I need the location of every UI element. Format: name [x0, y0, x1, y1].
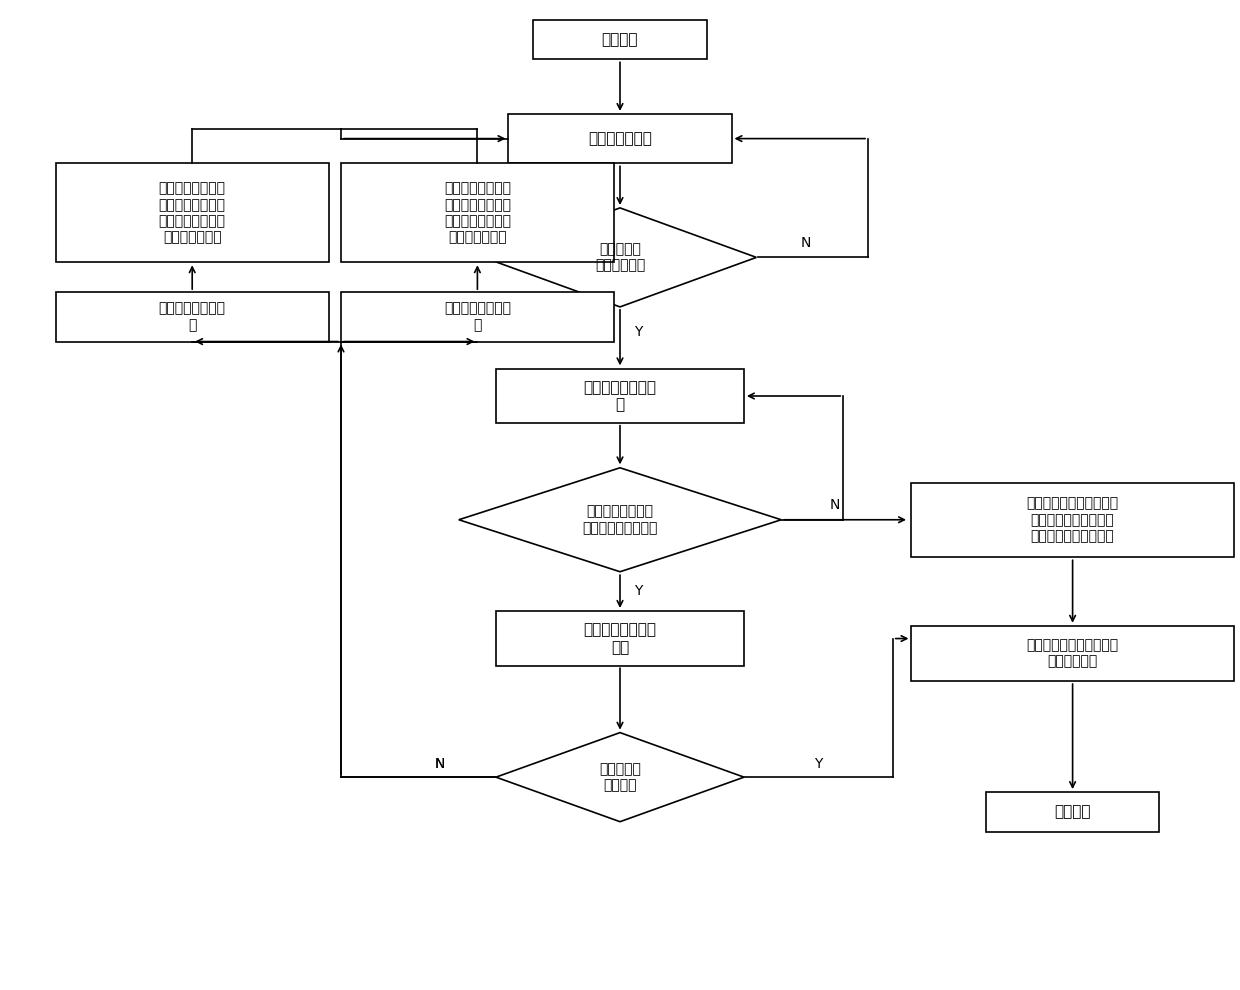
Text: 增压压力低于预设
值: 增压压力低于预设 值: [159, 302, 226, 332]
FancyBboxPatch shape: [56, 163, 329, 262]
Text: 设置预设模拟增压
压力: 设置预设模拟增压 压力: [584, 623, 656, 654]
Text: Y: Y: [815, 757, 822, 771]
Text: 试验结束: 试验结束: [1054, 804, 1091, 820]
Polygon shape: [484, 208, 756, 307]
FancyBboxPatch shape: [533, 20, 707, 59]
Text: N: N: [435, 757, 445, 771]
Text: 是否喷雾能
喷到燃烧室内: 是否喷雾能 喷到燃烧室内: [595, 243, 645, 272]
Text: 通过计算机相继给出喷油
信号，电磁阀开启信号
，采集信号和拍摄信号: 通过计算机相继给出喷油 信号，电磁阀开启信号 ，采集信号和拍摄信号: [1027, 497, 1118, 543]
Polygon shape: [459, 468, 781, 572]
Text: 调整喷油器深度: 调整喷油器深度: [588, 131, 652, 147]
Text: 打开放气阀使活塞回位并
且开启真空泵: 打开放气阀使活塞回位并 且开启真空泵: [1027, 639, 1118, 668]
Text: 电控单元根据反馈
信号将空气压缩机
内控制阀开度减小
并且降低其功率: 电控单元根据反馈 信号将空气压缩机 内控制阀开度减小 并且降低其功率: [444, 181, 511, 245]
FancyBboxPatch shape: [341, 292, 614, 342]
FancyBboxPatch shape: [496, 368, 744, 424]
Text: 是否能达到
预设压力: 是否能达到 预设压力: [599, 762, 641, 792]
Text: N: N: [435, 757, 445, 771]
FancyBboxPatch shape: [986, 792, 1159, 832]
Text: 电控单元根据反馈
信号将空气压缩机
内控制阀开度增大
并且提高其功率: 电控单元根据反馈 信号将空气压缩机 内控制阀开度增大 并且提高其功率: [159, 181, 226, 245]
Text: Y: Y: [635, 584, 642, 598]
Text: 是否激光器发出的
激光能到达摄像机处: 是否激光器发出的 激光能到达摄像机处: [583, 505, 657, 535]
FancyBboxPatch shape: [496, 612, 744, 666]
FancyBboxPatch shape: [508, 114, 732, 163]
FancyBboxPatch shape: [56, 292, 329, 342]
Polygon shape: [496, 733, 744, 822]
FancyBboxPatch shape: [341, 163, 614, 262]
FancyBboxPatch shape: [911, 483, 1234, 556]
FancyBboxPatch shape: [911, 627, 1234, 681]
Text: 调整光路中的各镜
片: 调整光路中的各镜 片: [584, 380, 656, 412]
Text: N: N: [801, 236, 811, 249]
Text: Y: Y: [635, 325, 642, 339]
Text: N: N: [830, 498, 839, 512]
Text: 增压压力高于预设
值: 增压压力高于预设 值: [444, 302, 511, 332]
Text: 开始试验: 开始试验: [601, 32, 639, 48]
